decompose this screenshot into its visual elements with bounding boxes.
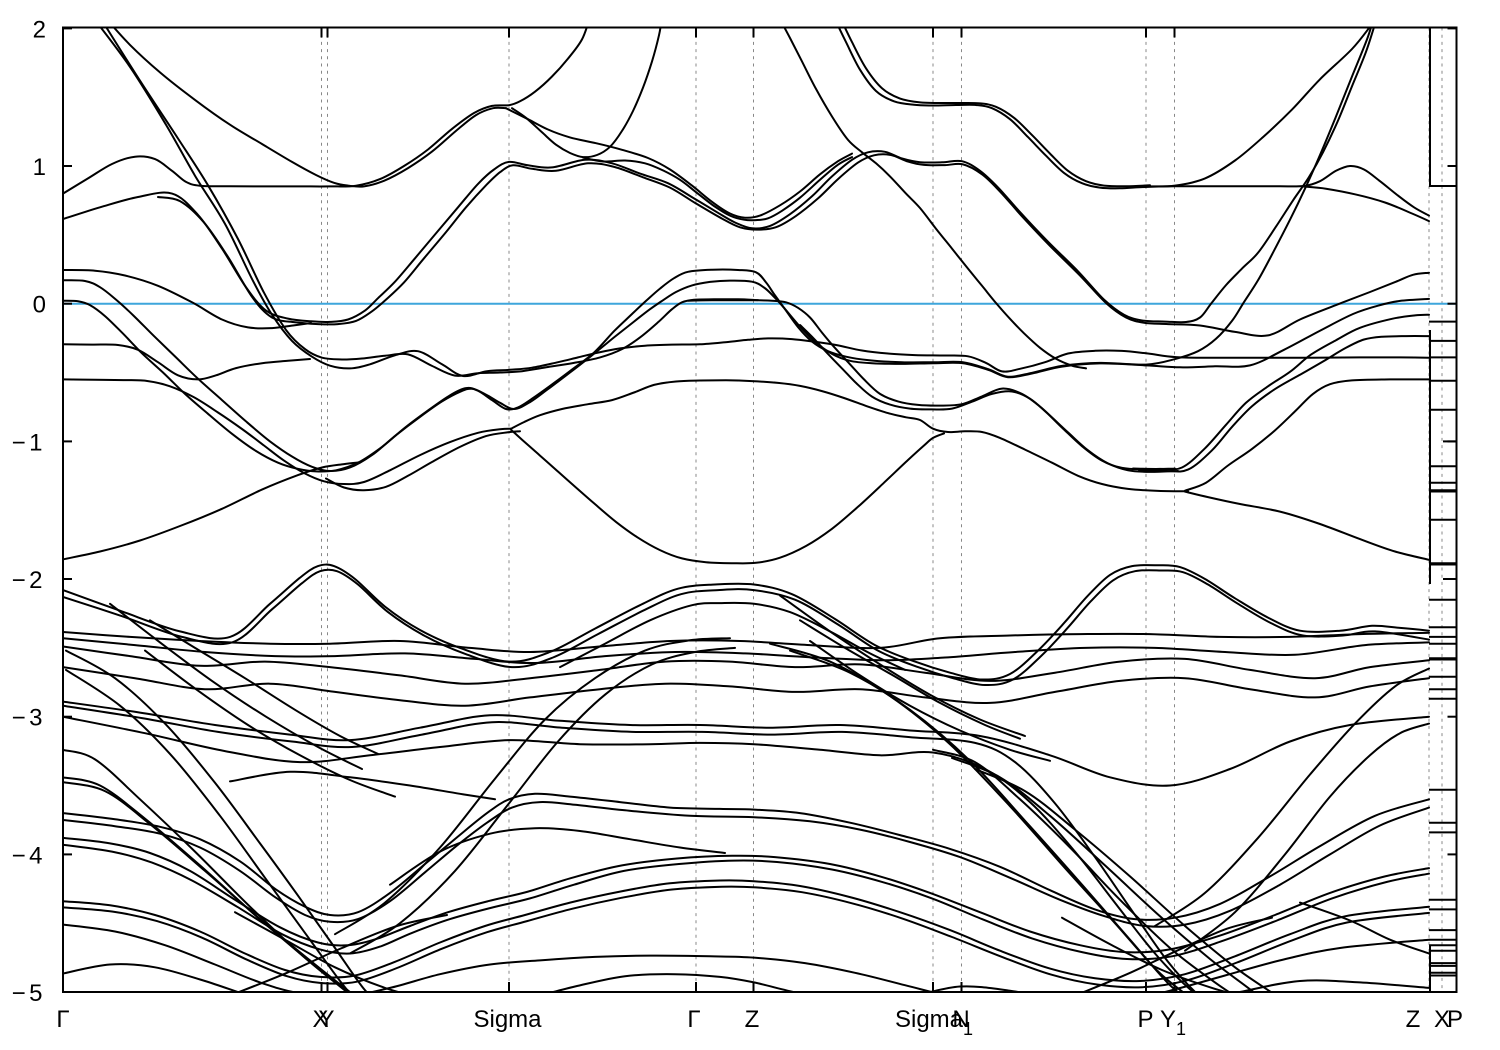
svg-text:−5: −5 bbox=[12, 980, 46, 1007]
svg-text:1: 1 bbox=[1176, 1019, 1186, 1039]
svg-text:1: 1 bbox=[33, 154, 46, 181]
svg-text:0: 0 bbox=[33, 292, 46, 319]
svg-text:Y: Y bbox=[318, 1006, 334, 1033]
svg-text:1: 1 bbox=[963, 1019, 973, 1039]
svg-text:N: N bbox=[952, 1006, 969, 1033]
svg-text:Y: Y bbox=[1160, 1006, 1176, 1033]
svg-text:Γ: Γ bbox=[687, 1006, 700, 1033]
svg-text:X: X bbox=[1434, 1006, 1450, 1033]
svg-text:−4: −4 bbox=[12, 842, 46, 869]
svg-text:−2: −2 bbox=[12, 567, 46, 594]
svg-text:−3: −3 bbox=[12, 705, 46, 732]
svg-text:2: 2 bbox=[33, 16, 46, 43]
svg-text:Sigma: Sigma bbox=[895, 1006, 964, 1033]
svg-text:X: X bbox=[312, 1006, 328, 1033]
svg-text:Sigma: Sigma bbox=[473, 1006, 542, 1033]
svg-text:P: P bbox=[1137, 1006, 1153, 1033]
svg-text:−1: −1 bbox=[12, 429, 46, 456]
svg-text:P: P bbox=[1447, 1006, 1463, 1033]
svg-text:Z: Z bbox=[745, 1006, 760, 1033]
svg-text:Z: Z bbox=[1406, 1006, 1421, 1033]
svg-text:Γ: Γ bbox=[56, 1006, 69, 1033]
